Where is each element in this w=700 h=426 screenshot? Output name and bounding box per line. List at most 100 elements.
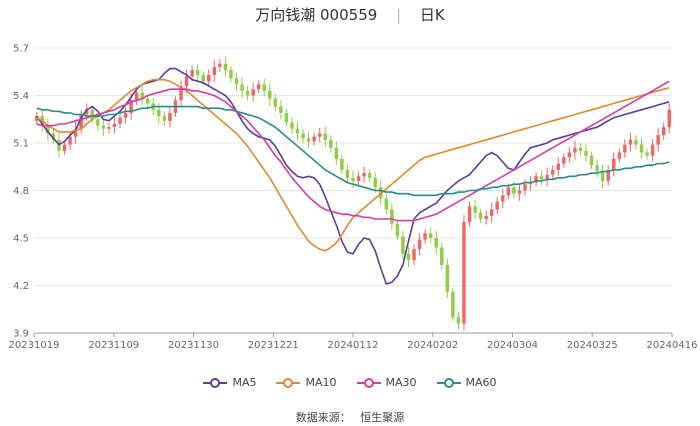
y-tick-label: 4.2 [13,281,29,292]
candle-up [623,144,627,153]
candle-down [101,125,106,129]
candle-up [484,215,488,219]
candle-up [134,92,139,101]
candle-up [184,76,189,86]
candlestick-chart: 3.94.24.54.85.15.45.7 20231019 20231109 20… [9,44,698,352]
candle-down [373,177,377,188]
candle-up [107,127,111,129]
candle-down [639,144,644,153]
y-axis: 3.9 4.2 4.5 4.8 5.1 5.4 5.7 [13,44,29,340]
legend-item-ma60[interactable]: MA60 [436,376,497,389]
candle-up [523,184,527,191]
y-tick-label: 5.4 [13,91,29,102]
candle-up [462,222,466,324]
x-tick-label: 20240416 [647,340,698,351]
y-tick-label: 5.7 [13,44,29,55]
candle-down [340,158,344,170]
candle-up [207,74,211,82]
candle-up [112,124,117,128]
candle-down [306,138,311,142]
candle-down [262,84,266,91]
candle-down [451,291,455,318]
candle-down [384,198,389,210]
candle-up [356,176,361,181]
y-tick-label: 5.1 [13,139,29,150]
candle-up [317,133,322,137]
candle-up [312,136,316,142]
candle-up [212,67,217,75]
candle-down [162,116,167,121]
candle-down [273,98,278,107]
legend-swatch [276,377,301,388]
candle-up [534,176,538,183]
candle-up [656,135,660,145]
x-axis: 20231019 20231109 20231130 20231221 20240112… [9,332,698,351]
candle-up [129,100,133,113]
candle-up [556,163,560,170]
ma10-line [36,78,670,252]
candle-down [512,187,516,194]
y-tick-label: 4.8 [13,186,29,197]
candle-down [240,84,244,91]
candle-down [301,133,305,139]
candle-down [96,119,100,126]
candle-down [351,177,355,181]
chart-title-name: 万向钱潮 000559 [255,6,378,24]
candles [35,57,671,331]
candle-down [406,253,411,261]
candle-down [634,139,638,145]
x-tick-label: 20240202 [407,340,458,351]
ma60-line [36,105,670,197]
legend-label: MA10 [305,376,337,389]
legend-item-ma10[interactable]: MA10 [276,376,337,389]
candle-up [412,249,416,261]
x-tick-label: 20240304 [487,340,538,351]
data-source: 数据来源： 恒生聚源 [0,409,700,425]
candle-down [473,206,477,213]
x-tick-label: 20240325 [567,340,618,351]
candle-down [345,169,350,178]
candle-up [179,86,183,101]
candle-up [612,158,616,170]
candle-down [390,209,394,224]
candle-down [645,152,649,156]
legend-item-ma30[interactable]: MA30 [356,376,417,389]
candle-up [73,128,78,137]
legend-item-ma5[interactable]: MA5 [203,376,256,389]
x-tick-label: 20231221 [248,340,299,351]
ma30-line [36,80,670,222]
candle-down [440,247,444,265]
candle-down [395,223,400,237]
candle-up [661,127,666,136]
candle-up [168,112,172,121]
candle-up [423,233,427,240]
candle-down [268,90,272,99]
candle-down [157,109,161,117]
candle-down [401,236,405,254]
candle-down [367,173,372,178]
grid-lines [34,47,672,334]
candle-up [362,173,366,177]
candle-down [478,212,483,219]
candle-up [62,144,67,151]
candle-up [517,190,522,194]
candle-up [567,152,572,158]
legend: MA5 MA10 MA30 MA60 [0,376,700,391]
candle-down [245,90,250,96]
candle-up [218,63,222,67]
candle-up [84,109,89,115]
candle-down [445,264,450,292]
x-tick-label: 20240112 [328,340,379,351]
candle-down [201,74,205,82]
legend-swatch [203,377,228,388]
candle-up [545,174,549,180]
y-tick-label: 3.9 [13,329,29,340]
candle-up [506,187,511,196]
candle-down [600,171,605,181]
candle-down [284,112,289,123]
title-separator: | [396,6,402,24]
legend-label: MA30 [385,376,417,389]
candle-up [562,157,566,164]
candle-up [495,201,499,210]
source-value: 恒生聚源 [360,411,405,424]
